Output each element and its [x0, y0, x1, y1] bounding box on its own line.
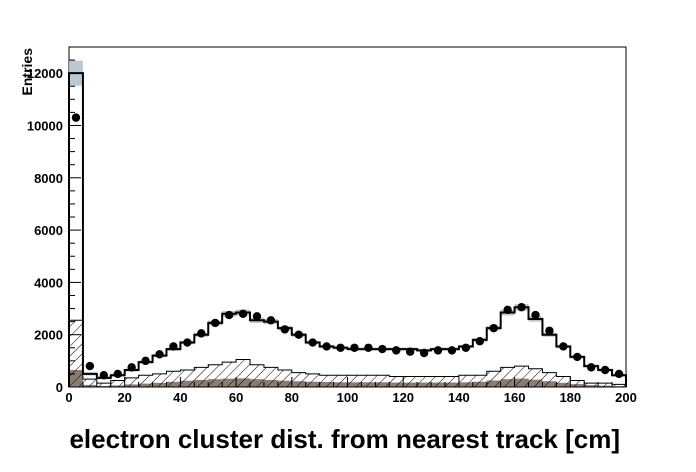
points-series	[71, 113, 624, 380]
data-point	[238, 309, 248, 318]
x-axis-title: electron cluster dist. from nearest trac…	[69, 424, 620, 454]
line-series	[68, 72, 627, 387]
data-point	[419, 348, 429, 358]
x-tick-label: 120	[392, 390, 414, 405]
data-point	[586, 363, 596, 372]
x-tick-label: 200	[615, 390, 637, 405]
y-tick-label: 6000	[34, 223, 63, 238]
hatched-series	[68, 319, 627, 388]
y-tick-label: 10000	[27, 118, 63, 133]
data-point	[322, 342, 331, 351]
data-point	[308, 338, 317, 347]
data-point	[266, 316, 276, 325]
x-tick-label: 0	[65, 390, 72, 405]
data-point	[71, 113, 81, 122]
data-point	[280, 325, 290, 334]
data-point	[364, 343, 373, 352]
y-tick-label: 12000	[27, 66, 63, 81]
mc-line	[68, 72, 627, 387]
hatched-area	[68, 319, 627, 388]
data-point	[336, 343, 345, 352]
data-point	[113, 369, 122, 379]
data-point	[447, 346, 457, 355]
plot-frame	[68, 46, 627, 388]
data-point	[489, 323, 498, 333]
x-tick-label: 80	[285, 390, 299, 405]
data-point	[224, 310, 234, 320]
data-point	[461, 343, 471, 352]
x-tick-label: 20	[117, 390, 131, 405]
data-point	[392, 346, 401, 355]
x-tick-label: 160	[504, 390, 526, 405]
y-tick-label: 8000	[34, 171, 63, 186]
data-point	[211, 318, 220, 328]
data-point	[197, 329, 206, 338]
x-axis: 0 20 40 60 80 100 120 140 160 180 200	[65, 377, 637, 405]
x-tick-label: 180	[559, 390, 581, 405]
data-point	[378, 344, 387, 354]
x-tick-label: 100	[337, 390, 359, 405]
x-tick-label: 140	[448, 390, 470, 405]
data-point	[99, 371, 109, 380]
x-tick-label: 40	[173, 390, 187, 405]
data-point	[559, 342, 568, 351]
data-point	[545, 326, 554, 335]
y-tick-label: 2000	[34, 328, 63, 343]
data-point	[433, 346, 443, 355]
data-point	[141, 356, 150, 366]
data-point	[531, 310, 540, 320]
data-point	[350, 343, 359, 352]
data-point	[169, 342, 178, 351]
y-tick-label: 4000	[34, 275, 63, 290]
data-point	[475, 337, 484, 346]
data-point	[573, 352, 582, 362]
y-tick-label: 0	[56, 380, 63, 395]
x-tick-label: 60	[229, 390, 243, 405]
data-point	[85, 361, 95, 371]
y-axis-title: Entries	[19, 48, 35, 96]
data-point	[127, 363, 136, 372]
data-point	[405, 347, 415, 356]
data-point	[600, 365, 610, 375]
data-point	[294, 330, 303, 339]
data-point	[517, 303, 526, 312]
data-point	[252, 312, 262, 321]
data-point	[503, 305, 512, 315]
data-point	[614, 369, 624, 379]
y-axis: 0 2000 4000 6000 8000 10000 12000	[27, 46, 81, 395]
data-point	[183, 338, 192, 347]
data-point	[155, 350, 164, 359]
